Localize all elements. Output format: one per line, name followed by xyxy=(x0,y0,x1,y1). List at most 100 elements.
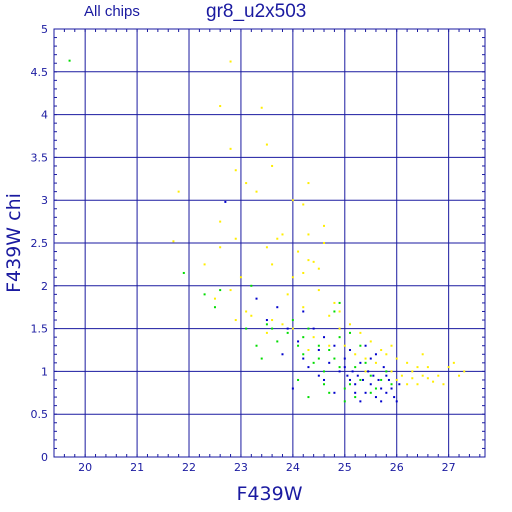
data-point xyxy=(338,301,341,304)
data-point xyxy=(354,353,357,356)
x-tick-label: 26 xyxy=(390,461,404,474)
data-point xyxy=(432,380,435,383)
data-point xyxy=(333,301,336,304)
data-point xyxy=(387,378,390,381)
data-point xyxy=(265,331,268,334)
data-point xyxy=(265,143,268,146)
data-point xyxy=(213,306,216,309)
data-point xyxy=(229,147,232,150)
data-point xyxy=(323,242,326,244)
data-point xyxy=(317,349,320,351)
data-point xyxy=(380,378,383,381)
data-point xyxy=(271,164,274,167)
data-point xyxy=(291,276,294,279)
data-point xyxy=(390,387,393,390)
data-point xyxy=(302,336,305,339)
data-point xyxy=(395,357,398,360)
x-tick-label: 27 xyxy=(442,461,456,474)
data-point xyxy=(265,319,268,322)
data-point xyxy=(385,353,388,356)
data-point xyxy=(338,370,341,373)
data-point xyxy=(203,263,206,266)
x-tick-label: 23 xyxy=(234,461,248,474)
data-point xyxy=(317,357,320,360)
data-point xyxy=(369,340,372,343)
data-point xyxy=(271,319,274,322)
data-point xyxy=(338,336,341,339)
y-tick-label: 1.5 xyxy=(31,323,49,336)
y-axis-label: F439W chi xyxy=(3,193,25,293)
data-point xyxy=(411,370,414,373)
data-point xyxy=(348,323,351,326)
data-point xyxy=(291,327,294,330)
data-point xyxy=(255,297,258,300)
data-point xyxy=(177,190,180,193)
y-tick-label: 0 xyxy=(41,451,48,464)
data-point xyxy=(374,387,377,390)
data-point xyxy=(271,263,274,266)
data-point xyxy=(356,374,359,377)
data-point xyxy=(395,400,398,403)
data-point xyxy=(338,366,341,369)
chart-title: gr8_u2x503 xyxy=(206,1,307,22)
data-point xyxy=(182,271,185,274)
data-point xyxy=(333,391,336,394)
data-point xyxy=(346,374,349,377)
data-point xyxy=(380,387,383,390)
data-point xyxy=(395,378,398,381)
data-point xyxy=(297,250,300,253)
data-point xyxy=(297,340,300,343)
data-point xyxy=(421,374,424,377)
data-point xyxy=(463,370,466,373)
data-point xyxy=(343,400,346,403)
data-point xyxy=(219,105,222,108)
data-point xyxy=(317,267,320,270)
data-point xyxy=(380,400,383,403)
data-point xyxy=(385,374,388,377)
data-point xyxy=(245,310,248,313)
data-point xyxy=(364,357,367,360)
data-point xyxy=(398,383,401,386)
data-point xyxy=(291,199,294,202)
data-point xyxy=(229,289,232,292)
data-point xyxy=(364,344,367,347)
data-point xyxy=(219,246,222,249)
data-point xyxy=(348,349,351,351)
data-point xyxy=(369,374,372,377)
data-point xyxy=(382,366,385,369)
data-point xyxy=(297,344,300,347)
data-point xyxy=(364,370,367,373)
data-point xyxy=(348,383,351,386)
y-tick-label: 2.5 xyxy=(31,237,49,250)
data-point xyxy=(302,271,305,274)
data-point xyxy=(343,366,346,369)
data-point xyxy=(359,344,362,347)
data-point xyxy=(328,344,331,347)
data-point xyxy=(426,377,429,380)
data-point xyxy=(234,169,237,172)
data-point xyxy=(260,106,263,109)
data-point xyxy=(307,366,310,369)
data-point xyxy=(302,353,305,356)
data-point xyxy=(359,400,362,403)
data-point xyxy=(385,391,388,394)
data-point xyxy=(359,361,362,364)
data-point xyxy=(390,383,393,386)
data-point xyxy=(172,240,175,243)
y-tick-label: 3 xyxy=(41,194,48,207)
data-point xyxy=(348,331,351,334)
data-point xyxy=(224,200,227,203)
data-point xyxy=(250,314,253,317)
data-point xyxy=(333,344,336,347)
data-point xyxy=(245,327,248,330)
y-tick-label: 0.5 xyxy=(31,408,49,421)
x-axis-label: F439W xyxy=(237,483,303,505)
data-point xyxy=(328,391,331,394)
data-point xyxy=(245,182,248,185)
x-tick-label: 22 xyxy=(182,461,196,474)
data-point xyxy=(354,383,357,386)
data-point xyxy=(328,349,331,351)
y-tick-label: 1 xyxy=(41,365,48,378)
data-point xyxy=(312,361,315,364)
